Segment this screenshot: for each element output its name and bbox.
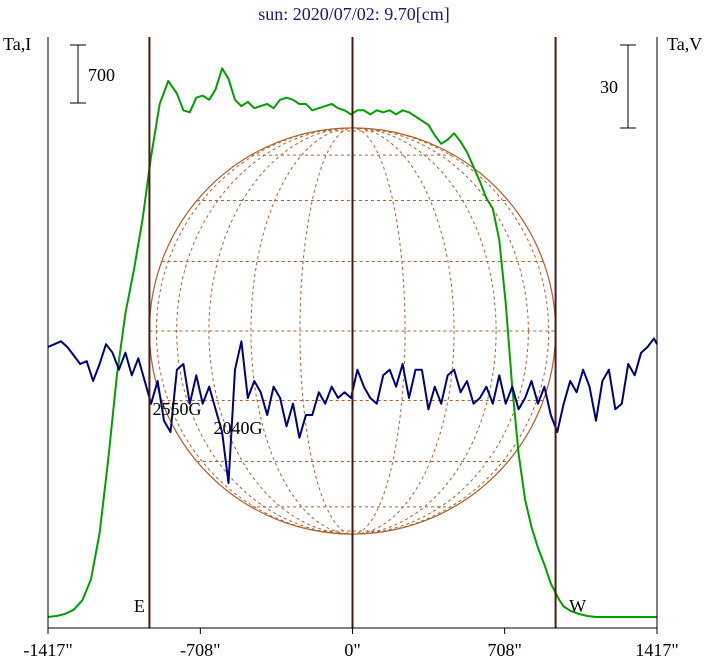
x-tick-label: -708" bbox=[180, 640, 220, 660]
x-tick-label: -1417" bbox=[23, 640, 72, 660]
series-line-I bbox=[47, 67, 657, 618]
limb-marker-label: W bbox=[569, 596, 586, 616]
x-tick-label: 1417" bbox=[635, 640, 678, 660]
sun-disk bbox=[148, 127, 557, 535]
x-tick-label: 708" bbox=[487, 640, 521, 660]
left-axis-label: Ta,I bbox=[3, 34, 31, 54]
annotation-label: 2550G bbox=[153, 399, 202, 419]
right-axis-label: Ta,V bbox=[667, 34, 702, 54]
limb-marker-label: E bbox=[134, 596, 145, 616]
annotation-label: 2040G bbox=[214, 418, 263, 438]
x-tick-label: 0" bbox=[344, 640, 360, 660]
annotations: 2550G 2040G bbox=[153, 399, 263, 438]
scale-bar-label: 30 bbox=[600, 77, 618, 97]
longitude-line bbox=[250, 127, 455, 535]
x-axis-ticks: -1417" -708" 0" 708" 1417" bbox=[23, 628, 679, 660]
scale-bars: 700 30 bbox=[70, 44, 636, 129]
chart-title: sun: 2020/07/02: 9.70[cm] bbox=[258, 4, 450, 24]
scale-bar-label: 700 bbox=[88, 65, 115, 85]
longitude-line bbox=[176, 127, 529, 535]
